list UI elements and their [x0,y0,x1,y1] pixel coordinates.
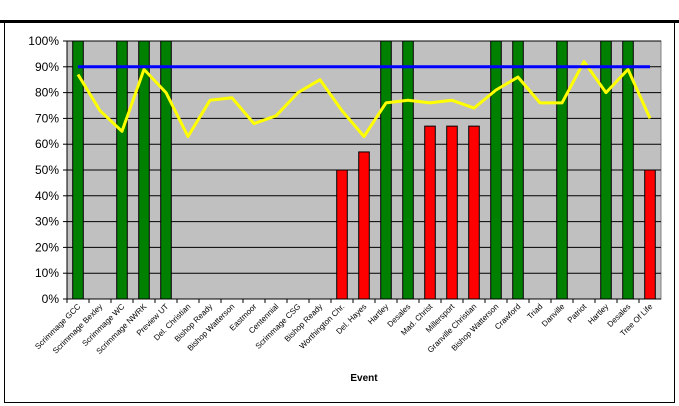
y-tick-label: 70% [35,111,59,125]
y-tick-label: 20% [35,240,59,254]
series-line [76,60,652,138]
bar [380,40,392,300]
bar [402,40,414,300]
y-tick-label: 50% [35,163,59,177]
y-tick-label: 60% [35,137,59,151]
x-tick-label: Triad [525,302,544,321]
x-tick-label: Patriot [566,302,589,325]
bar [600,40,612,300]
top-band [0,0,679,23]
y-tick-label: 10% [35,266,59,280]
bar [490,40,502,300]
x-tick-label: Danville [540,302,567,329]
bar [556,40,568,300]
y-tick-label: 30% [35,215,59,229]
bar [446,125,458,300]
y-tick-label: 90% [35,60,59,74]
bar [424,125,436,300]
y-tick-label: 40% [35,189,59,203]
x-axis-title: Event [350,373,378,384]
bar [116,40,128,300]
bar [160,40,172,300]
y-tick-label: 100% [28,34,59,48]
y-tick-label: 80% [35,86,59,100]
bar [644,169,656,300]
bar [336,169,348,300]
bar [358,151,370,300]
y-tick-label: 0% [42,292,60,306]
bar [468,125,480,300]
